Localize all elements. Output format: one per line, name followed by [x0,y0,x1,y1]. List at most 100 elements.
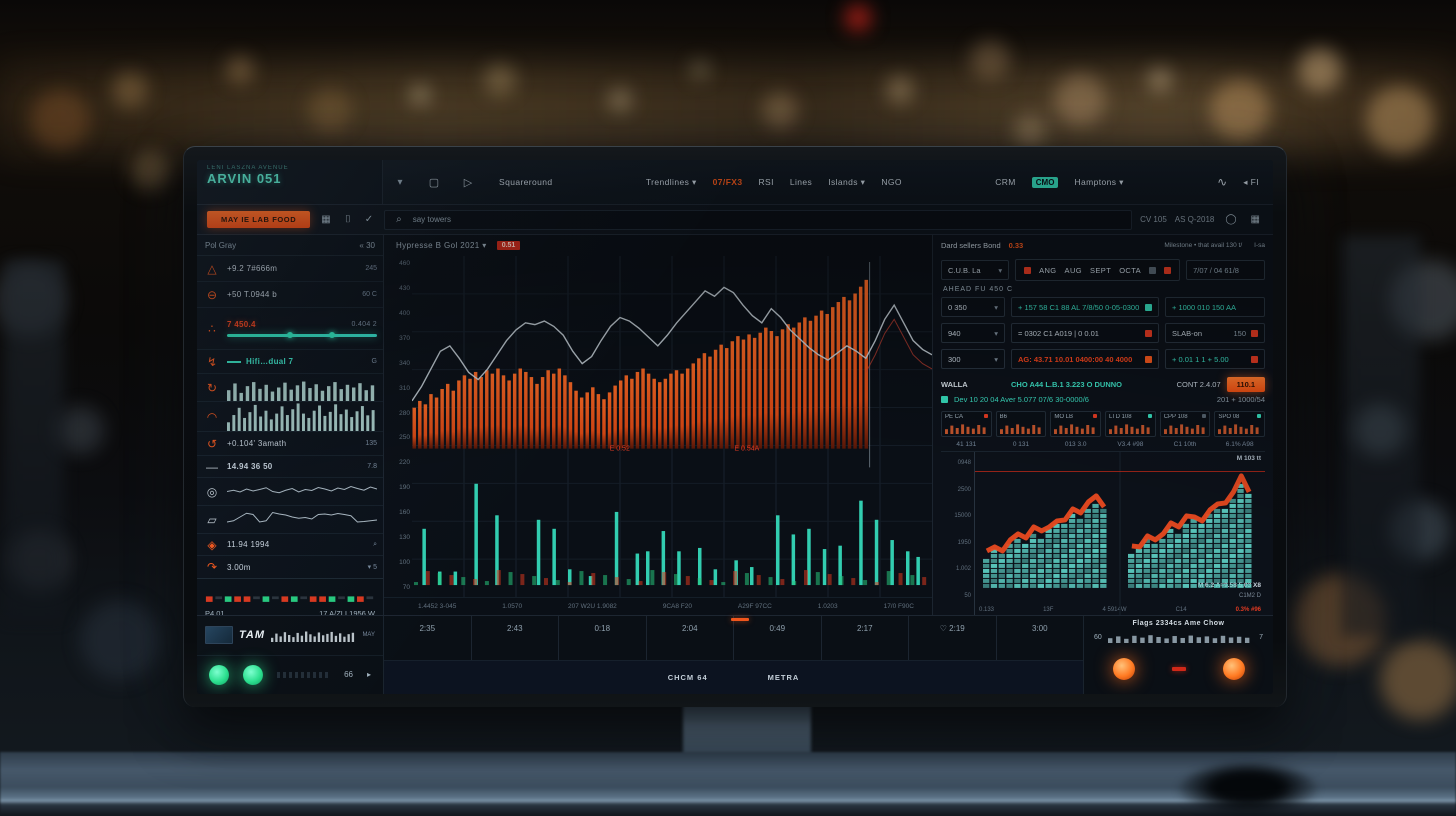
play-icon[interactable]: ▷ [463,176,473,189]
subbar-label-1[interactable]: CHCM 64 [667,672,708,682]
sidebar-item-limits[interactable]: ⊖ +50 T.0944 b 60 C [197,282,383,308]
timeline-segment-4[interactable]: 2:04 [647,616,734,660]
svg-text:E 0.52: E 0.52 [610,445,630,452]
calendar-icon[interactable]: ▦ [1250,214,1260,225]
dash-icon: — [206,459,218,474]
sidebar-item-report[interactable]: ◈ 11.94 1994 ⌕ [197,534,383,556]
signal-progress-bar[interactable] [227,332,377,338]
comparison-chart-canvas: M 103 tt M 6.2 A=9.58 5.03 X8 C1M2 D 0.1… [974,452,1265,615]
nav-item-fx[interactable]: 07/FX3 [712,177,743,187]
app-logo[interactable]: LENI LASZNA AVENUE ARVIN 051 [197,160,383,204]
size-value: 300 [948,354,961,364]
sidebar-collapse-control[interactable]: « 30 [359,240,375,250]
nav-item-islands[interactable]: Islands ▾ [828,176,866,187]
timeline-segment-3[interactable]: 0:18 [559,616,647,660]
stat-card-b6[interactable]: B6 [995,411,1047,437]
instrument-input[interactable]: C.U.B. La [941,260,1010,280]
sidebar-item-swoosh[interactable]: ↷ 3.00m ▾ 5 [197,556,383,578]
sidebar-item-label: 3.00m [227,562,251,572]
nav-item-rsi[interactable]: RSI [758,177,774,187]
y-axis-labels: 460 430 400 370 340 310 280 250 220 190 160 130 100 7… [384,256,412,597]
orange-button-1[interactable] [1112,657,1135,680]
sidebar-item-flag-chart[interactable]: ▱ [197,506,383,534]
monitor: LENI LASZNA AVENUE ARVIN 051 ▢ ▷ Squarer… [183,146,1287,707]
timeline-segment-7[interactable]: ♡ 2:19 [909,616,997,660]
tab-aug[interactable]: AUG [1064,265,1082,275]
sidebar-item-alerts[interactable]: △ +9.2 7#666m 245 [197,256,383,282]
dev-average-value: Dev 10 20 04 Aver 5.077 07/6 30-0000/6 [954,395,1089,404]
nav-item-lines[interactable]: Lines [789,177,813,187]
axis-tick: 70 [402,583,410,591]
quantity-select[interactable]: 0 350 [941,297,1005,317]
buy-limit-button[interactable]: + 1000 010 150 AA [1165,297,1265,317]
grid-view-icon[interactable]: ▦ [321,214,331,225]
nav-item-ngo[interactable]: NGO [881,177,902,187]
subbar-label-2[interactable]: METRA [767,672,800,682]
stat-card-ltd[interactable]: LTD 108 [1105,411,1156,437]
timeline-segment-6[interactable]: 2:17 [822,616,909,660]
sidebar-item-hifi[interactable]: ↯ Hifi…dual 7 G [197,350,383,374]
stat-card-cpp[interactable]: CPP 108 [1159,411,1211,437]
signal-secondary-value: 0.404 2 [351,321,377,328]
offset-field[interactable]: + 0.01 1 1 + 5.00 [1165,349,1265,369]
stat-card-molb[interactable]: MO LB [1050,411,1102,437]
sidebar-item-signal[interactable]: ∴ 7 450.4 0.404 2 [197,308,383,350]
sidebar-item-range[interactable]: — 14.94 36 50 7.8 [197,456,383,478]
main-chart-title[interactable]: Hypresse B Gol 2021 ▾ [396,241,487,250]
timeline-segment-2[interactable]: 2:43 [472,616,559,660]
orange-button-2[interactable] [1222,657,1245,680]
sidebar-item-volume-chart[interactable]: ◠ [197,402,383,432]
tab-ang[interactable]: ANG [1039,265,1057,275]
green-toggle-2[interactable] [243,664,263,685]
search-input[interactable] [410,214,1124,225]
comparison-chart[interactable]: 0948 2500 15000 1950 1.002 50 M 103 tt M 6.2 … [941,451,1265,615]
card-mini-chart [1054,422,1097,434]
flag-sparkline [226,506,378,533]
stat-card-peca[interactable]: PE CA [941,411,992,437]
sidebar-item-history-chart[interactable]: ↻ [197,374,383,402]
teal-marker-icon [1257,414,1262,418]
axis-tick: 17/0 F90C [883,603,914,610]
tab-sept[interactable]: SEPT [1090,265,1112,275]
footer-value: 17 A/ZLL1956 W [319,609,375,618]
window-icon[interactable]: ▢ [428,176,440,189]
play-icon[interactable]: ▸ [366,670,371,680]
slab-field[interactable]: SLAB-on 150 [1165,323,1265,343]
sidebar-item-pin-chart[interactable]: ◎ [197,478,383,506]
column-view-icon[interactable]: ⌷ [344,214,351,225]
axis-tick: 190 [399,484,410,492]
timeline-segment-8[interactable]: 3:00 [1031,624,1048,633]
green-toggle-1[interactable] [209,664,229,685]
nav-item-fi[interactable]: ◂ FI [1243,176,1259,187]
preview-thumbnail[interactable] [205,626,233,645]
nav-item-hamptons[interactable]: Hamptons ▾ [1074,176,1124,187]
lot-select[interactable]: 940 [941,323,1005,343]
stop-order-field[interactable]: = 0302 C1 A019 | 0 0.01 [1011,323,1159,343]
workspace-chevron-down-icon[interactable] [383,160,417,204]
buy-order-field[interactable]: + 157 58 C1 88 AL 7/8/50 0-05-0300 [1011,297,1159,317]
timeline-segment-5[interactable]: 0:49 [734,616,822,660]
main-chart-canvas[interactable]: E 0.52 E 0.54A [412,256,932,597]
card-value: 6.1% A98 [1225,441,1254,448]
record-circle-icon[interactable]: ◯ [1225,214,1237,225]
cont-value: CONT 2.4.07 [1176,380,1221,389]
stat-card-spo[interactable]: SPO 08 [1214,411,1266,437]
sidebar-item-rotation[interactable]: ↺ +0.104' 3amath 135 [197,432,383,456]
search-bar[interactable] [384,209,1133,230]
sidebar-item-value: ⌕ [373,540,377,548]
nav-item-crm[interactable]: CRM [995,177,1016,187]
submit-order-button[interactable]: 110.1 [1226,377,1265,392]
primary-action-button[interactable]: MAY IE LAB FOOD [207,211,311,228]
nav-badge-cmo[interactable]: CMO [1031,176,1059,188]
sidebar-item-label: +0.104' 3amath [227,439,287,448]
instrument-value: C.U.B. La [948,265,981,275]
check-icon[interactable] [362,214,376,225]
timeline-segment-1[interactable]: 2:35 [384,616,472,660]
wave-icon[interactable]: ∿ [1217,175,1228,189]
nav-item-squareround[interactable]: Squareround [499,177,553,187]
sell-order-field[interactable]: AG: 43.71 10.01 0400:00 40 4000 [1011,349,1159,369]
size-select[interactable]: 300 [941,349,1005,369]
tab-octa[interactable]: OCTA [1119,265,1142,275]
session-pill[interactable]: 7/07 / 04 61/8 [1186,260,1265,280]
nav-item-trendlines[interactable]: Trendlines ▾ [645,176,697,187]
